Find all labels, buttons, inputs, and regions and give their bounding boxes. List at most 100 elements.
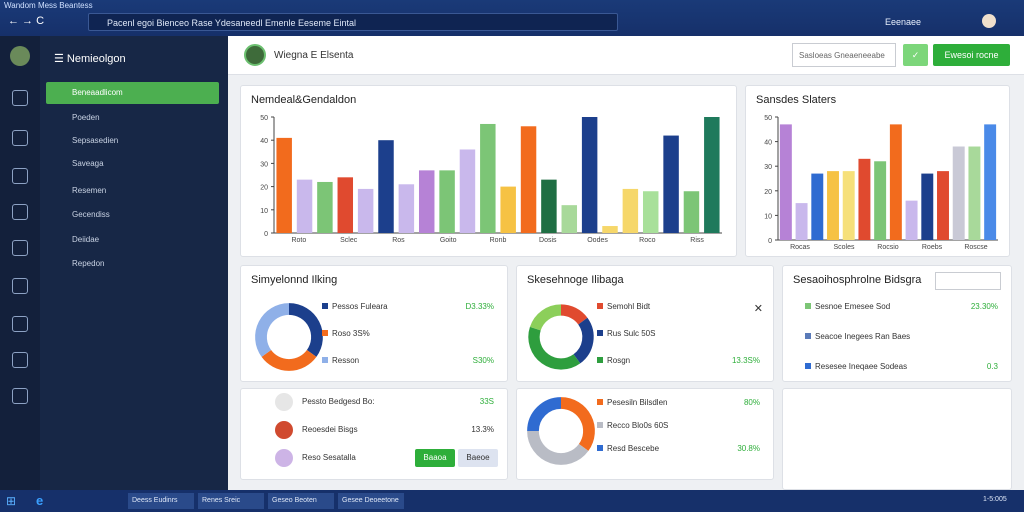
row-label: Semohl Bidt [607, 302, 651, 311]
address-bar[interactable]: Pacenl egoi Bienceo Rase Ydesaneedl Emen… [88, 13, 618, 31]
bar [459, 149, 476, 233]
x-tick-label: Scoles [833, 244, 855, 251]
x-tick-label: Dosis [539, 237, 557, 244]
browser-icon[interactable]: e [36, 493, 44, 508]
legend-swatch [597, 357, 603, 363]
sidebar-item[interactable]: Sepsasedien [72, 136, 119, 145]
sidebar-item[interactable]: Gecendiss [72, 210, 110, 219]
legend-swatch [597, 303, 603, 309]
bar [480, 123, 496, 233]
row-label: Rus Sulc 50S [607, 329, 655, 338]
bar [398, 184, 415, 233]
sidebar-item[interactable]: Deiidae [72, 235, 100, 244]
sidebar-item[interactable]: Poeden [72, 113, 100, 122]
donut-segment [288, 303, 323, 357]
nav-icon[interactable] [12, 352, 28, 368]
sidebar-item[interactable]: Repedon [72, 259, 105, 268]
x-tick-label: Ros [392, 237, 405, 244]
row-value: 33S [480, 397, 494, 406]
bar [937, 171, 949, 240]
nav-icon[interactable] [12, 278, 28, 294]
header-avatar [244, 44, 266, 66]
nav-icon[interactable] [12, 90, 28, 106]
row-label: Seacoe Inegees Ran Baes [815, 332, 910, 341]
x-tick-label: Riss [690, 237, 704, 244]
list-button[interactable]: Baaoa [415, 449, 455, 467]
task-item[interactable]: Geseo Beoten [268, 493, 334, 509]
list-button[interactable]: Baeoe [458, 449, 498, 467]
sidebar-title-text: Nemieolgon [66, 53, 126, 65]
row-label: Rosgn [607, 356, 630, 365]
row-label: Reoesdei Bisgs [302, 425, 358, 434]
legend-swatch [322, 357, 328, 363]
legend-swatch [597, 330, 603, 336]
nav-icon[interactable] [12, 240, 28, 256]
bar [683, 191, 700, 233]
panel-title: Nemdeal&Gendaldon [251, 94, 357, 106]
donut-segment [255, 303, 290, 357]
profile-avatar[interactable] [982, 14, 996, 28]
sidebar-item[interactable]: Beneaadlicom [72, 88, 123, 97]
bar [439, 170, 455, 233]
task-item[interactable]: Renes Sreic [198, 493, 264, 509]
primary-button[interactable]: Ewesoi rocne [933, 44, 1010, 66]
row-label: Pessto Bedgesd Bo: [302, 397, 375, 406]
row-value: 13.3% [471, 425, 494, 434]
task-item[interactable]: Deess Eudinrs [128, 493, 194, 509]
nav-icons[interactable]: ← → C [8, 15, 45, 27]
bar [622, 188, 639, 233]
x-tick-label: Roebs [922, 244, 943, 251]
tab[interactable]: Wandom Mess Beantess [4, 1, 93, 10]
bar [378, 140, 394, 233]
nav-icon[interactable] [12, 316, 28, 332]
nav-icon[interactable] [12, 388, 28, 404]
y-tick-label: 0 [768, 238, 772, 245]
bar [418, 170, 435, 233]
row-value: 0.3 [987, 362, 999, 371]
dropdown[interactable] [935, 272, 1001, 290]
legend-swatch [322, 330, 328, 336]
sidebar: ☰ Nemieolgon Beneaadlicom Poeden Sepsasedi… [0, 36, 228, 490]
bar [520, 126, 537, 233]
bar [337, 177, 354, 233]
task-item[interactable]: Gesee Deoeetone [338, 493, 404, 509]
bar [561, 205, 578, 233]
check-button[interactable]: ✓ [903, 44, 928, 66]
y-tick-label: 50 [764, 115, 772, 122]
active-item-bg[interactable] [46, 82, 219, 104]
clock: 1-5:005 [983, 496, 1007, 503]
taskbar: ⊞ e 1-5:005 Deess Eudinrs Renes Sreic Gese… [0, 490, 1024, 512]
bar [811, 173, 824, 240]
bar [952, 146, 965, 240]
status: Eeenaee [885, 17, 922, 27]
row-value: S30% [473, 356, 494, 365]
nav-icon[interactable] [12, 204, 28, 220]
y-tick-label: 20 [260, 185, 268, 192]
header-title: Wiegna E Elsenta [274, 50, 354, 61]
legend-swatch [597, 445, 603, 451]
legend-swatch [597, 422, 603, 428]
sidebar-item[interactable]: Saveaga [72, 159, 104, 168]
nav-icon[interactable] [12, 168, 28, 184]
bar [704, 117, 720, 233]
user-avatar[interactable] [10, 46, 30, 66]
row-label: Resesee Ineqaee Sodeas [815, 362, 907, 371]
bar [602, 226, 618, 233]
donut-segment [261, 349, 317, 371]
y-tick-label: 20 [764, 189, 772, 196]
row-label: Recco Blo0s 60S [607, 421, 668, 430]
browser-bar: Wandom Mess Beantess ← → C Pacenl egoi B… [0, 0, 1024, 36]
donut-segment [527, 430, 589, 465]
close-icon[interactable]: ✕ [753, 303, 763, 315]
y-tick-label: 30 [764, 164, 772, 171]
start-button[interactable]: ⊞ [6, 494, 17, 508]
sidebar-item[interactable]: Resemen [72, 186, 107, 195]
select[interactable]: Sasloeas Gneaeneeabe [792, 43, 896, 67]
nav-icon[interactable] [12, 130, 28, 146]
icon-strip [0, 36, 40, 490]
x-tick-label: Sclec [340, 237, 358, 244]
x-tick-label: Roco [639, 237, 655, 244]
bar [874, 161, 887, 240]
